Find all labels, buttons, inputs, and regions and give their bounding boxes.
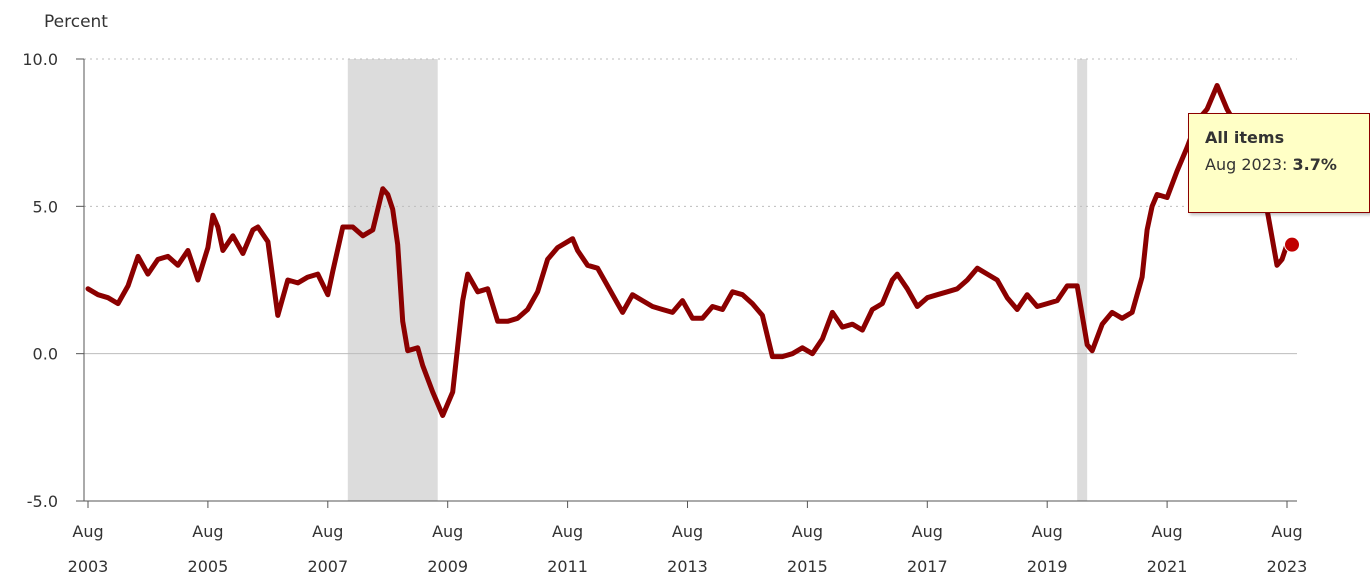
tooltip-label: Aug 2023	[1205, 155, 1283, 174]
x-tick-label-year: 2005	[188, 557, 229, 576]
x-tick-label-month: Aug	[1271, 522, 1302, 541]
highlight-point	[1284, 236, 1300, 253]
x-tick-label-month: Aug	[1151, 522, 1182, 541]
x-tick-labels: Aug 2003 Aug 2005 Aug 2007 Aug 2009 Aug 2011 Aug 20…	[68, 501, 1308, 576]
x-tick-label-month: Aug	[72, 522, 103, 541]
x-tick-label-year: 2015	[787, 557, 828, 576]
x-tick-label-year: 2003	[68, 557, 109, 576]
y-tick-label: -5.0	[27, 492, 58, 511]
x-tick-label-year: 2009	[427, 557, 468, 576]
tooltip-value: 3.7%	[1292, 155, 1337, 174]
x-tick-label-month: Aug	[192, 522, 223, 541]
recession-band	[347, 59, 438, 501]
y-tick-label: 5.0	[33, 197, 58, 216]
recession-bands	[347, 59, 1088, 501]
y-axis-title: Percent	[44, 12, 108, 32]
y-tick-labels: 10.0 5.0 0.0 -5.0	[22, 50, 84, 511]
x-tick-label-year: 2021	[1147, 557, 1188, 576]
series-layer	[85, 83, 1300, 418]
x-tick-label-year: 2017	[907, 557, 948, 576]
x-tick-label-year: 2023	[1267, 557, 1308, 576]
series-line	[85, 83, 1290, 418]
x-tick-label-year: 2007	[307, 557, 348, 576]
x-tick-label-month: Aug	[1032, 522, 1063, 541]
x-tick-label-month: Aug	[552, 522, 583, 541]
y-tick-label: 10.0	[22, 50, 58, 69]
x-tick-label-month: Aug	[672, 522, 703, 541]
gridlines	[83, 58, 1297, 502]
x-tick-label-month: Aug	[792, 522, 823, 541]
recession-band	[1077, 59, 1088, 501]
x-tick-label-month: Aug	[912, 522, 943, 541]
x-tick-label-month: Aug	[432, 522, 463, 541]
tooltip-row: Aug 2023: 3.7%	[1205, 155, 1337, 174]
data-tooltip: All items Aug 2023: 3.7%	[1188, 113, 1370, 213]
x-tick-label-month: Aug	[312, 522, 343, 541]
tooltip-title: All items	[1205, 128, 1285, 147]
x-tick-label-year: 2011	[547, 557, 588, 576]
y-tick-label: 0.0	[33, 345, 58, 364]
x-tick-label-year: 2019	[1027, 557, 1068, 576]
x-tick-label-year: 2013	[667, 557, 708, 576]
